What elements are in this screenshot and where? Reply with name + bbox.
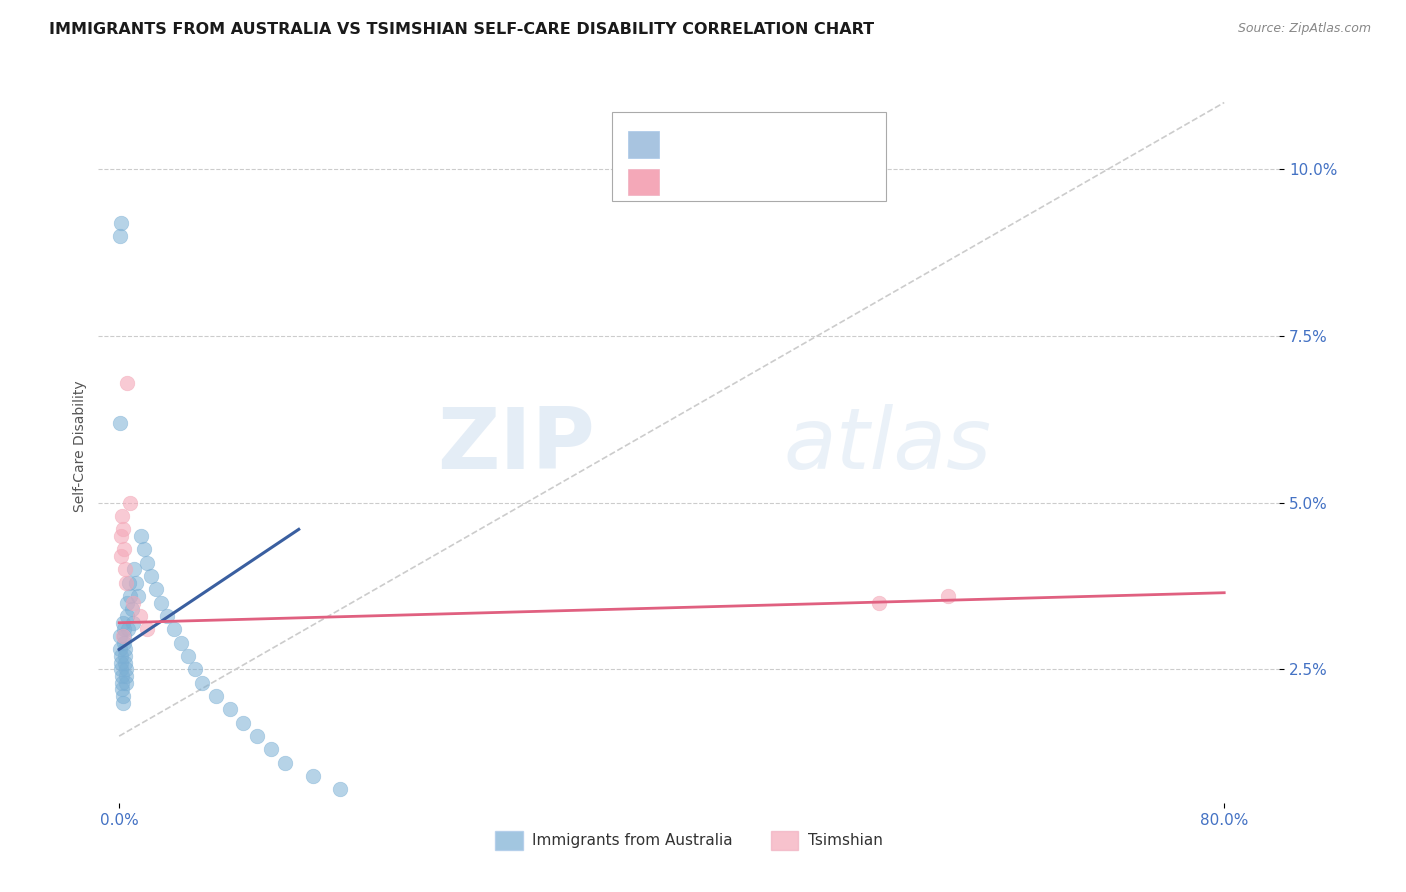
Point	[110, 216, 132, 230]
Point	[301, 769, 323, 783]
Point	[120, 589, 142, 603]
Point	[111, 669, 134, 683]
Point	[114, 656, 136, 670]
Point	[110, 549, 132, 563]
Text: R = 0.110: R = 0.110	[673, 158, 763, 176]
Point	[112, 623, 135, 637]
Point	[205, 689, 228, 703]
Point	[110, 649, 132, 664]
Point	[112, 615, 135, 630]
Text: N = 15: N = 15	[765, 158, 828, 176]
Point	[145, 582, 167, 597]
Point	[120, 496, 142, 510]
Point	[139, 569, 162, 583]
Point	[110, 642, 132, 657]
Text: R = 0.186: R = 0.186	[673, 120, 763, 138]
Point	[111, 509, 134, 524]
Point	[218, 702, 240, 716]
Point	[115, 596, 138, 610]
Point	[115, 575, 138, 590]
Point	[129, 529, 152, 543]
Legend: Immigrants from Australia, Tsimshian: Immigrants from Australia, Tsimshian	[489, 825, 889, 855]
Point	[117, 609, 139, 624]
Point	[121, 602, 143, 616]
Point	[170, 636, 193, 650]
Y-axis label: Self-Care Disability: Self-Care Disability	[73, 380, 87, 512]
Point	[135, 556, 157, 570]
Point	[127, 589, 149, 603]
Text: Source: ZipAtlas.com: Source: ZipAtlas.com	[1237, 22, 1371, 36]
Point	[177, 649, 200, 664]
Point	[111, 629, 134, 643]
Point	[936, 589, 959, 603]
Point	[110, 656, 132, 670]
Point	[191, 675, 214, 690]
Point	[112, 636, 135, 650]
Point	[112, 542, 135, 557]
Point	[115, 669, 138, 683]
Point	[125, 575, 148, 590]
Point	[124, 562, 146, 576]
Text: IMMIGRANTS FROM AUSTRALIA VS TSIMSHIAN SELF-CARE DISABILITY CORRELATION CHART: IMMIGRANTS FROM AUSTRALIA VS TSIMSHIAN S…	[49, 22, 875, 37]
Point	[114, 662, 136, 676]
Point	[115, 675, 138, 690]
Point	[117, 376, 139, 390]
Point	[110, 662, 132, 676]
Point	[111, 675, 134, 690]
Point	[112, 629, 135, 643]
Point	[112, 522, 135, 536]
Point	[132, 542, 155, 557]
Point	[114, 642, 136, 657]
Point	[128, 609, 150, 624]
Point	[111, 696, 134, 710]
Text: ZIP: ZIP	[437, 404, 595, 488]
Point	[246, 729, 269, 743]
Point	[329, 782, 352, 797]
Point	[114, 562, 136, 576]
Text: atlas: atlas	[783, 404, 991, 488]
Point	[108, 416, 131, 430]
Point	[274, 756, 297, 770]
Point	[260, 742, 283, 756]
Point	[110, 228, 132, 243]
Point	[868, 596, 890, 610]
Point	[232, 715, 254, 730]
Point	[122, 596, 145, 610]
Point	[122, 615, 145, 630]
Point	[114, 649, 136, 664]
Point	[156, 609, 179, 624]
Point	[163, 623, 186, 637]
Text: N = 53: N = 53	[765, 120, 828, 138]
Point	[149, 596, 172, 610]
Point	[108, 629, 131, 643]
Point	[111, 689, 134, 703]
Point	[135, 623, 157, 637]
Point	[184, 662, 207, 676]
Point	[117, 623, 139, 637]
Point	[111, 682, 134, 697]
Point	[118, 575, 141, 590]
Point	[110, 529, 132, 543]
